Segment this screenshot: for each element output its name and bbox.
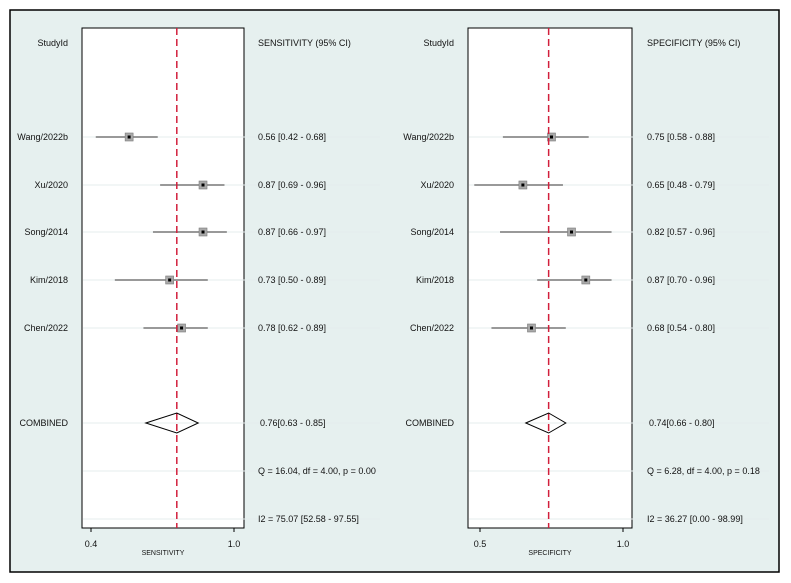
combined-diamond (524, 412, 567, 434)
specificity-study-row: Chen/2022 0.68 [0.54 - 0.80] (410, 323, 715, 333)
specificity-study-row: Kim/2018 0.87 [0.70 - 0.96] (416, 275, 715, 285)
sensitivity-x-tick-label: 0.4 (85, 539, 98, 549)
forest-panels: StudyId SENSITIVITY (95% CI) Wang/2022b 0.5… (17, 27, 769, 557)
combined-estimate-label: 0.74[0.66 - 0.80] (649, 418, 715, 428)
study-estimate-label: 0.82 [0.57 - 0.96] (647, 227, 715, 237)
study-name: Xu/2020 (34, 180, 68, 190)
study-estimate-label: 0.75 [0.58 - 0.88] (647, 132, 715, 142)
sensitivity-study-row: Chen/2022 0.78 [0.62 - 0.89] (24, 323, 326, 333)
study-estimate-dot (180, 326, 184, 330)
specificity-plot-area (467, 27, 633, 529)
sensitivity-combined-row: COMBINED 0.76[0.63 - 0.85] (19, 412, 326, 434)
study-estimate-label: 0.56 [0.42 - 0.68] (258, 132, 326, 142)
sensitivity-q-statistic: Q = 16.04, df = 4.00, p = 0.00 (258, 466, 376, 476)
study-estimate-label: 0.73 [0.50 - 0.89] (258, 275, 326, 285)
study-name: Wang/2022b (17, 132, 68, 142)
study-estimate-dot (127, 135, 131, 139)
sensitivity-i2-statistic: I2 = 75.07 [52.58 - 97.55] (258, 514, 359, 524)
sensitivity-studyid-header: StudyId (37, 38, 68, 48)
specificity-study-row: Song/2014 0.82 [0.57 - 0.96] (410, 227, 715, 237)
combined-estimate-label: 0.76[0.63 - 0.85] (260, 418, 326, 428)
specificity-i2-statistic: I2 = 36.27 [0.00 - 98.99] (647, 514, 743, 524)
study-estimate-dot (584, 278, 588, 282)
specificity-x-tick-label: 1.0 (617, 539, 630, 549)
study-name: Song/2014 (410, 227, 454, 237)
sensitivity-panel: StudyId SENSITIVITY (95% CI) Wang/2022b 0.5… (17, 27, 380, 557)
study-estimate-dot (529, 326, 533, 330)
study-estimate-label: 0.87 [0.69 - 0.96] (258, 180, 326, 190)
combined-diamond (144, 412, 200, 434)
specificity-x-tick-label: 0.5 (474, 539, 487, 549)
specificity-x-axis-label: SPECIFICITY (528, 550, 572, 557)
specificity-studyid-header: StudyId (423, 38, 454, 48)
specificity-q-statistic: Q = 6.28, df = 4.00, p = 0.18 (647, 466, 760, 476)
specificity-panel: StudyId SPECIFICITY (95% CI) Wang/2022b 0.7… (403, 27, 769, 557)
study-estimate-dot (201, 183, 205, 187)
study-name: Kim/2018 (30, 275, 68, 285)
study-name: Wang/2022b (403, 132, 454, 142)
study-estimate-label: 0.87 [0.70 - 0.96] (647, 275, 715, 285)
sensitivity-plot-area (81, 27, 245, 529)
sensitivity-study-row: Wang/2022b 0.56 [0.42 - 0.68] (17, 132, 326, 142)
study-name: Xu/2020 (420, 180, 454, 190)
study-name: Chen/2022 (24, 323, 68, 333)
study-estimate-dot (168, 278, 172, 282)
combined-name: COMBINED (19, 418, 68, 428)
study-name: Chen/2022 (410, 323, 454, 333)
study-estimate-dot (521, 183, 525, 187)
specificity-value-header: SPECIFICITY (95% CI) (647, 38, 740, 48)
sensitivity-x-tick-label: 1.0 (228, 539, 241, 549)
study-estimate-label: 0.87 [0.66 - 0.97] (258, 227, 326, 237)
study-estimate-dot (550, 135, 553, 139)
combined-name: COMBINED (405, 418, 454, 428)
study-estimate-label: 0.68 [0.54 - 0.80] (647, 323, 715, 333)
sensitivity-value-header: SENSITIVITY (95% CI) (258, 38, 351, 48)
sensitivity-study-row: Song/2014 0.87 [0.66 - 0.97] (24, 227, 326, 237)
study-estimate-dot (570, 230, 574, 234)
study-estimate-label: 0.65 [0.48 - 0.79] (647, 180, 715, 190)
study-estimate-label: 0.78 [0.62 - 0.89] (258, 323, 326, 333)
study-estimate-dot (201, 230, 205, 234)
study-name: Kim/2018 (416, 275, 454, 285)
specificity-study-row: Wang/2022b 0.75 [0.58 - 0.88] (403, 132, 715, 142)
specificity-combined-row: COMBINED 0.74[0.66 - 0.80] (405, 412, 715, 434)
sensitivity-study-row: Xu/2020 0.87 [0.69 - 0.96] (34, 180, 326, 190)
sensitivity-study-row: Kim/2018 0.73 [0.50 - 0.89] (30, 275, 326, 285)
study-name: Song/2014 (24, 227, 68, 237)
sensitivity-x-axis-label: SENSITIVITY (142, 550, 185, 557)
